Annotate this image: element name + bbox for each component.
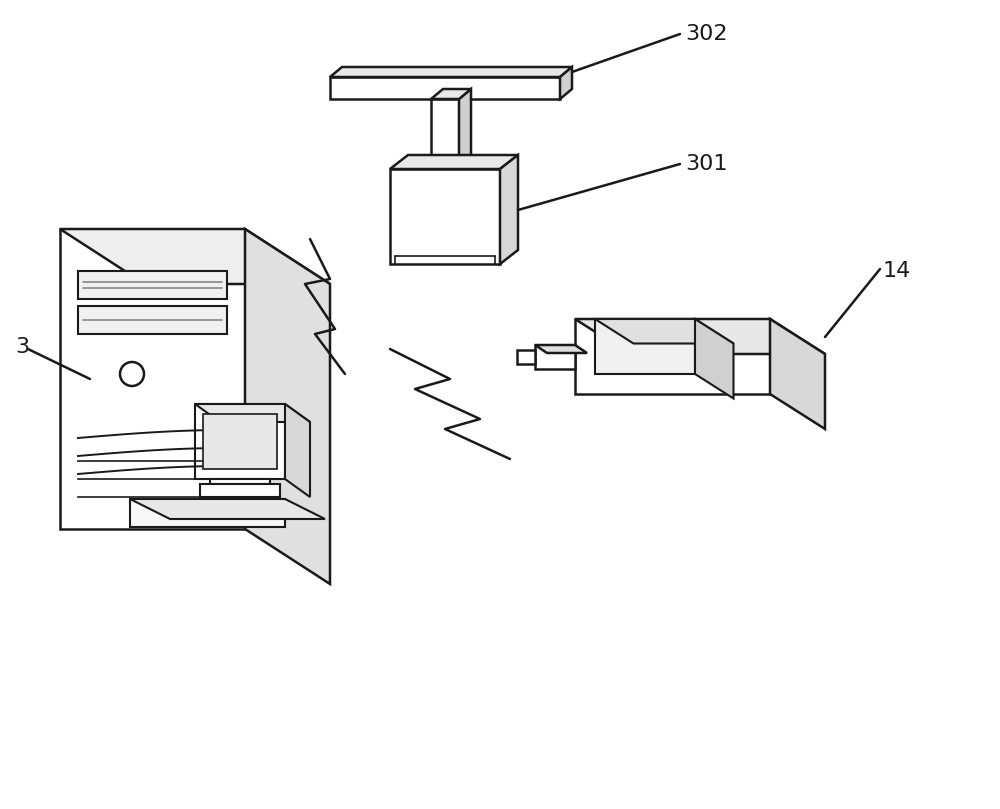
Polygon shape — [130, 499, 285, 527]
Polygon shape — [60, 229, 245, 529]
Polygon shape — [595, 319, 695, 374]
Polygon shape — [60, 229, 330, 284]
Polygon shape — [195, 404, 285, 479]
Polygon shape — [195, 404, 310, 422]
Text: 3: 3 — [15, 337, 29, 357]
Polygon shape — [200, 484, 280, 497]
Polygon shape — [535, 345, 587, 353]
Polygon shape — [78, 306, 227, 334]
Polygon shape — [459, 89, 471, 174]
Text: 14: 14 — [883, 261, 911, 281]
Polygon shape — [575, 319, 770, 394]
Polygon shape — [203, 414, 277, 469]
Polygon shape — [390, 155, 518, 169]
Polygon shape — [595, 319, 734, 344]
Polygon shape — [535, 345, 575, 369]
Text: 301: 301 — [685, 154, 728, 174]
Polygon shape — [517, 350, 535, 364]
Polygon shape — [770, 319, 825, 429]
Polygon shape — [431, 89, 471, 99]
Polygon shape — [245, 229, 330, 584]
Polygon shape — [560, 67, 572, 99]
Polygon shape — [695, 319, 734, 399]
Polygon shape — [285, 404, 310, 497]
Polygon shape — [431, 99, 459, 174]
Text: 302: 302 — [685, 24, 728, 44]
Polygon shape — [330, 67, 572, 77]
Polygon shape — [500, 155, 518, 264]
Circle shape — [120, 362, 144, 386]
Polygon shape — [575, 319, 825, 354]
Polygon shape — [390, 169, 500, 264]
Polygon shape — [130, 499, 325, 519]
Polygon shape — [210, 479, 270, 484]
Polygon shape — [330, 77, 560, 99]
Polygon shape — [78, 271, 227, 299]
